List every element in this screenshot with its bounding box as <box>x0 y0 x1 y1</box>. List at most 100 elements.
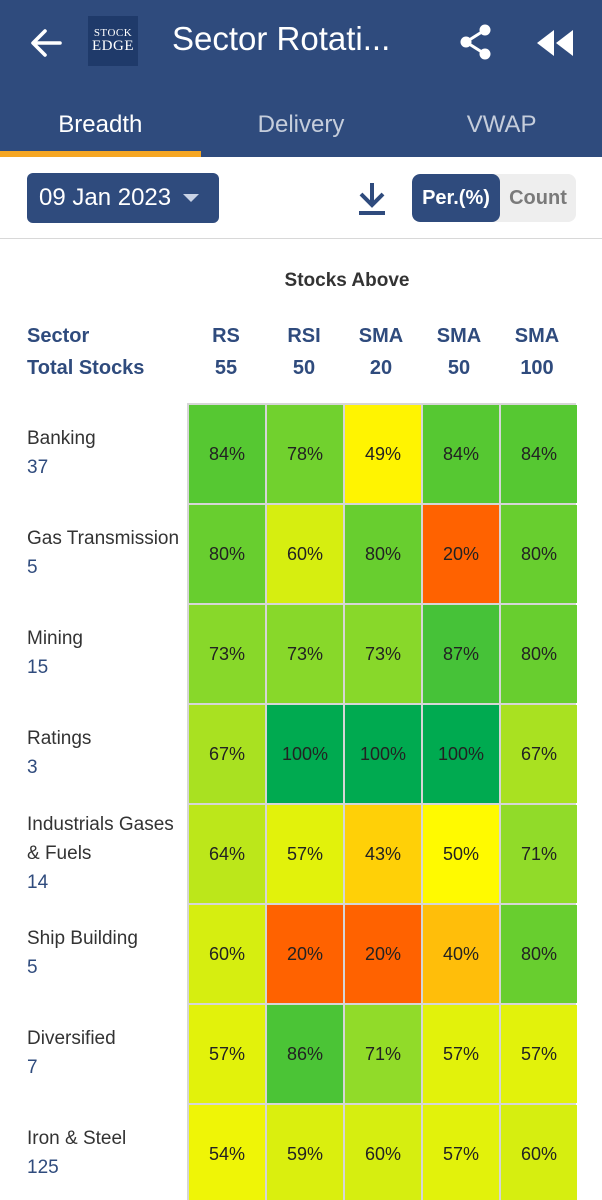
heatmap-cell-rs[interactable]: 67% <box>189 705 265 803</box>
heatmap-cell-sma-50[interactable]: 100% <box>423 705 499 803</box>
heatmap-cell-sma-100[interactable]: 84% <box>501 405 577 503</box>
row-label-gas-transmission[interactable]: Gas Transmission 5 <box>27 503 185 603</box>
page-title: Sector Rotati... <box>172 20 391 57</box>
count-toggle-option[interactable]: Count <box>509 186 567 209</box>
heatmap-cell-sma-50[interactable]: 84% <box>423 405 499 503</box>
logo-line-1: STOCK <box>93 27 133 39</box>
share-icon <box>460 24 491 60</box>
row-label-diversified[interactable]: Diversified 7 <box>27 1003 185 1103</box>
heatmap-cell-sma-20[interactable]: 49% <box>345 405 421 503</box>
back-button[interactable] <box>26 24 66 62</box>
column-header-rs[interactable]: RS 55 <box>187 320 265 384</box>
fast-rewind-icon <box>537 30 573 56</box>
column-header-sma-50[interactable]: SMA 50 <box>420 320 498 384</box>
heatmap-cell-sma-50[interactable]: 20% <box>423 505 499 603</box>
sector-name: Mining <box>27 628 83 649</box>
percent-toggle-option[interactable]: Per.(%) <box>412 174 500 222</box>
sector-total-stocks: 125 <box>27 1157 59 1178</box>
column-header-rsi[interactable]: RSI 50 <box>265 320 343 384</box>
heatmap-cell-sma-100[interactable]: 57% <box>501 1005 577 1103</box>
stockedge-logo: STOCK EDGE <box>88 16 138 66</box>
filter-toolbar: 09 Jan 2023 Per.(%) Count <box>0 157 602 239</box>
row-label-mining[interactable]: Mining 15 <box>27 603 185 703</box>
heatmap-cell-rsi[interactable]: 57% <box>267 805 343 903</box>
heatmap-cell-sma-100[interactable]: 80% <box>501 505 577 603</box>
row-label-iron-steel[interactable]: Iron & Steel 125 <box>27 1103 185 1200</box>
heatmap-cell-rsi[interactable]: 78% <box>267 405 343 503</box>
heatmap-cell-sma-100[interactable]: 67% <box>501 705 577 803</box>
column-name: SMA <box>514 325 560 347</box>
download-button[interactable] <box>356 181 388 217</box>
heatmap-cell-rsi[interactable]: 59% <box>267 1105 343 1200</box>
heatmap-cell-rs[interactable]: 60% <box>189 905 265 1003</box>
stocks-above-heading: Stocks Above <box>284 270 410 291</box>
heatmap-cell-sma-20[interactable]: 73% <box>345 605 421 703</box>
heatmap-cell-rsi[interactable]: 60% <box>267 505 343 603</box>
tab-breadth[interactable]: Breadth <box>58 110 143 138</box>
heatmap-cell-rs[interactable]: 57% <box>189 1005 265 1103</box>
tab-vwap[interactable]: VWAP <box>466 110 537 138</box>
active-tab-indicator <box>0 151 201 157</box>
heatmap-cell-rsi[interactable]: 86% <box>267 1005 343 1103</box>
column-header-sma-20[interactable]: SMA 20 <box>342 320 420 384</box>
heatmap-cell-sma-50[interactable]: 57% <box>423 1005 499 1103</box>
column-period: 50 <box>292 357 316 379</box>
heatmap-cell-rs[interactable]: 73% <box>189 605 265 703</box>
heatmap-cell-rs[interactable]: 64% <box>189 805 265 903</box>
share-button[interactable] <box>456 22 496 62</box>
heatmap-cell-rs[interactable]: 80% <box>189 505 265 603</box>
row-label-banking[interactable]: Banking 37 <box>27 403 185 503</box>
heatmap-cell-rs[interactable]: 84% <box>189 405 265 503</box>
heatmap-cell-sma-20[interactable]: 20% <box>345 905 421 1003</box>
heatmap-cell-rs[interactable]: 54% <box>189 1105 265 1200</box>
sector-name: Iron & Steel <box>27 1128 127 1149</box>
sector-total-stocks: 3 <box>27 757 38 778</box>
heatmap-cell-sma-50[interactable]: 87% <box>423 605 499 703</box>
heatmap-cell-sma-20[interactable]: 100% <box>345 705 421 803</box>
heatmap-cell-sma-50[interactable]: 50% <box>423 805 499 903</box>
rewind-button[interactable] <box>533 26 577 60</box>
column-name: RS <box>212 325 240 347</box>
row-label-ratings[interactable]: Ratings 3 <box>27 703 185 803</box>
sector-header-label: Sector <box>27 325 90 347</box>
row-label-ship-building[interactable]: Ship Building 5 <box>27 903 185 1003</box>
sector-name: Ship Building <box>27 928 138 949</box>
heatmap-cell-sma-100[interactable]: 80% <box>501 905 577 1003</box>
column-period: 20 <box>369 357 393 379</box>
sector-total-stocks: 5 <box>27 557 38 578</box>
sector-total-stocks: 15 <box>27 657 49 678</box>
arrow-left-icon <box>31 29 62 57</box>
column-period: 50 <box>447 357 471 379</box>
column-name: RSI <box>287 325 321 347</box>
sector-total-stocks: 14 <box>27 871 49 893</box>
column-header-sma-100[interactable]: SMA 100 <box>498 320 576 384</box>
sector-total-stocks: 37 <box>27 457 49 478</box>
date-value: 09 Jan 2023 <box>39 184 172 211</box>
value-mode-toggle: Per.(%) Count <box>412 174 576 222</box>
date-picker[interactable]: 09 Jan 2023 <box>27 173 219 223</box>
heatmap-cell-rsi[interactable]: 73% <box>267 605 343 703</box>
heatmap-cell-sma-100[interactable]: 60% <box>501 1105 577 1200</box>
heatmap-cell-rsi[interactable]: 100% <box>267 705 343 803</box>
heatmap-cell-sma-50[interactable]: 57% <box>423 1105 499 1200</box>
download-icon <box>359 183 385 215</box>
heatmap-cell-sma-20[interactable]: 60% <box>345 1105 421 1200</box>
heatmap-cell-sma-50[interactable]: 40% <box>423 905 499 1003</box>
column-name: SMA <box>436 325 482 347</box>
tab-delivery[interactable]: Delivery <box>257 110 345 138</box>
tab-bar: Breadth Delivery VWAP <box>0 92 602 157</box>
sector-column-header: Sector Total Stocks <box>27 320 144 384</box>
heatmap-cell-sma-100[interactable]: 80% <box>501 605 577 703</box>
heatmap-cell-sma-20[interactable]: 80% <box>345 505 421 603</box>
sector-name: Ratings <box>27 728 92 749</box>
row-label-industrials-gases-fuels[interactable]: Industrials Gases & Fuels 14 <box>27 803 185 903</box>
heatmap-cell-sma-100[interactable]: 71% <box>501 805 577 903</box>
heatmap-grid: 84% 78% 49% 84% 84% 80% 60% 80% 20% 80% 73% 73% 73% 8… <box>187 403 577 1200</box>
app-bar: STOCK EDGE Sector Rotati... Breadth Deli… <box>0 0 602 157</box>
caret-down-icon <box>183 194 200 202</box>
sector-name: Gas Transmission <box>27 528 180 549</box>
heatmap-cell-sma-20[interactable]: 71% <box>345 1005 421 1103</box>
heatmap-cell-sma-20[interactable]: 43% <box>345 805 421 903</box>
heatmap-cell-rsi[interactable]: 20% <box>267 905 343 1003</box>
sector-name: Industrials Gases & Fuels <box>27 813 174 864</box>
